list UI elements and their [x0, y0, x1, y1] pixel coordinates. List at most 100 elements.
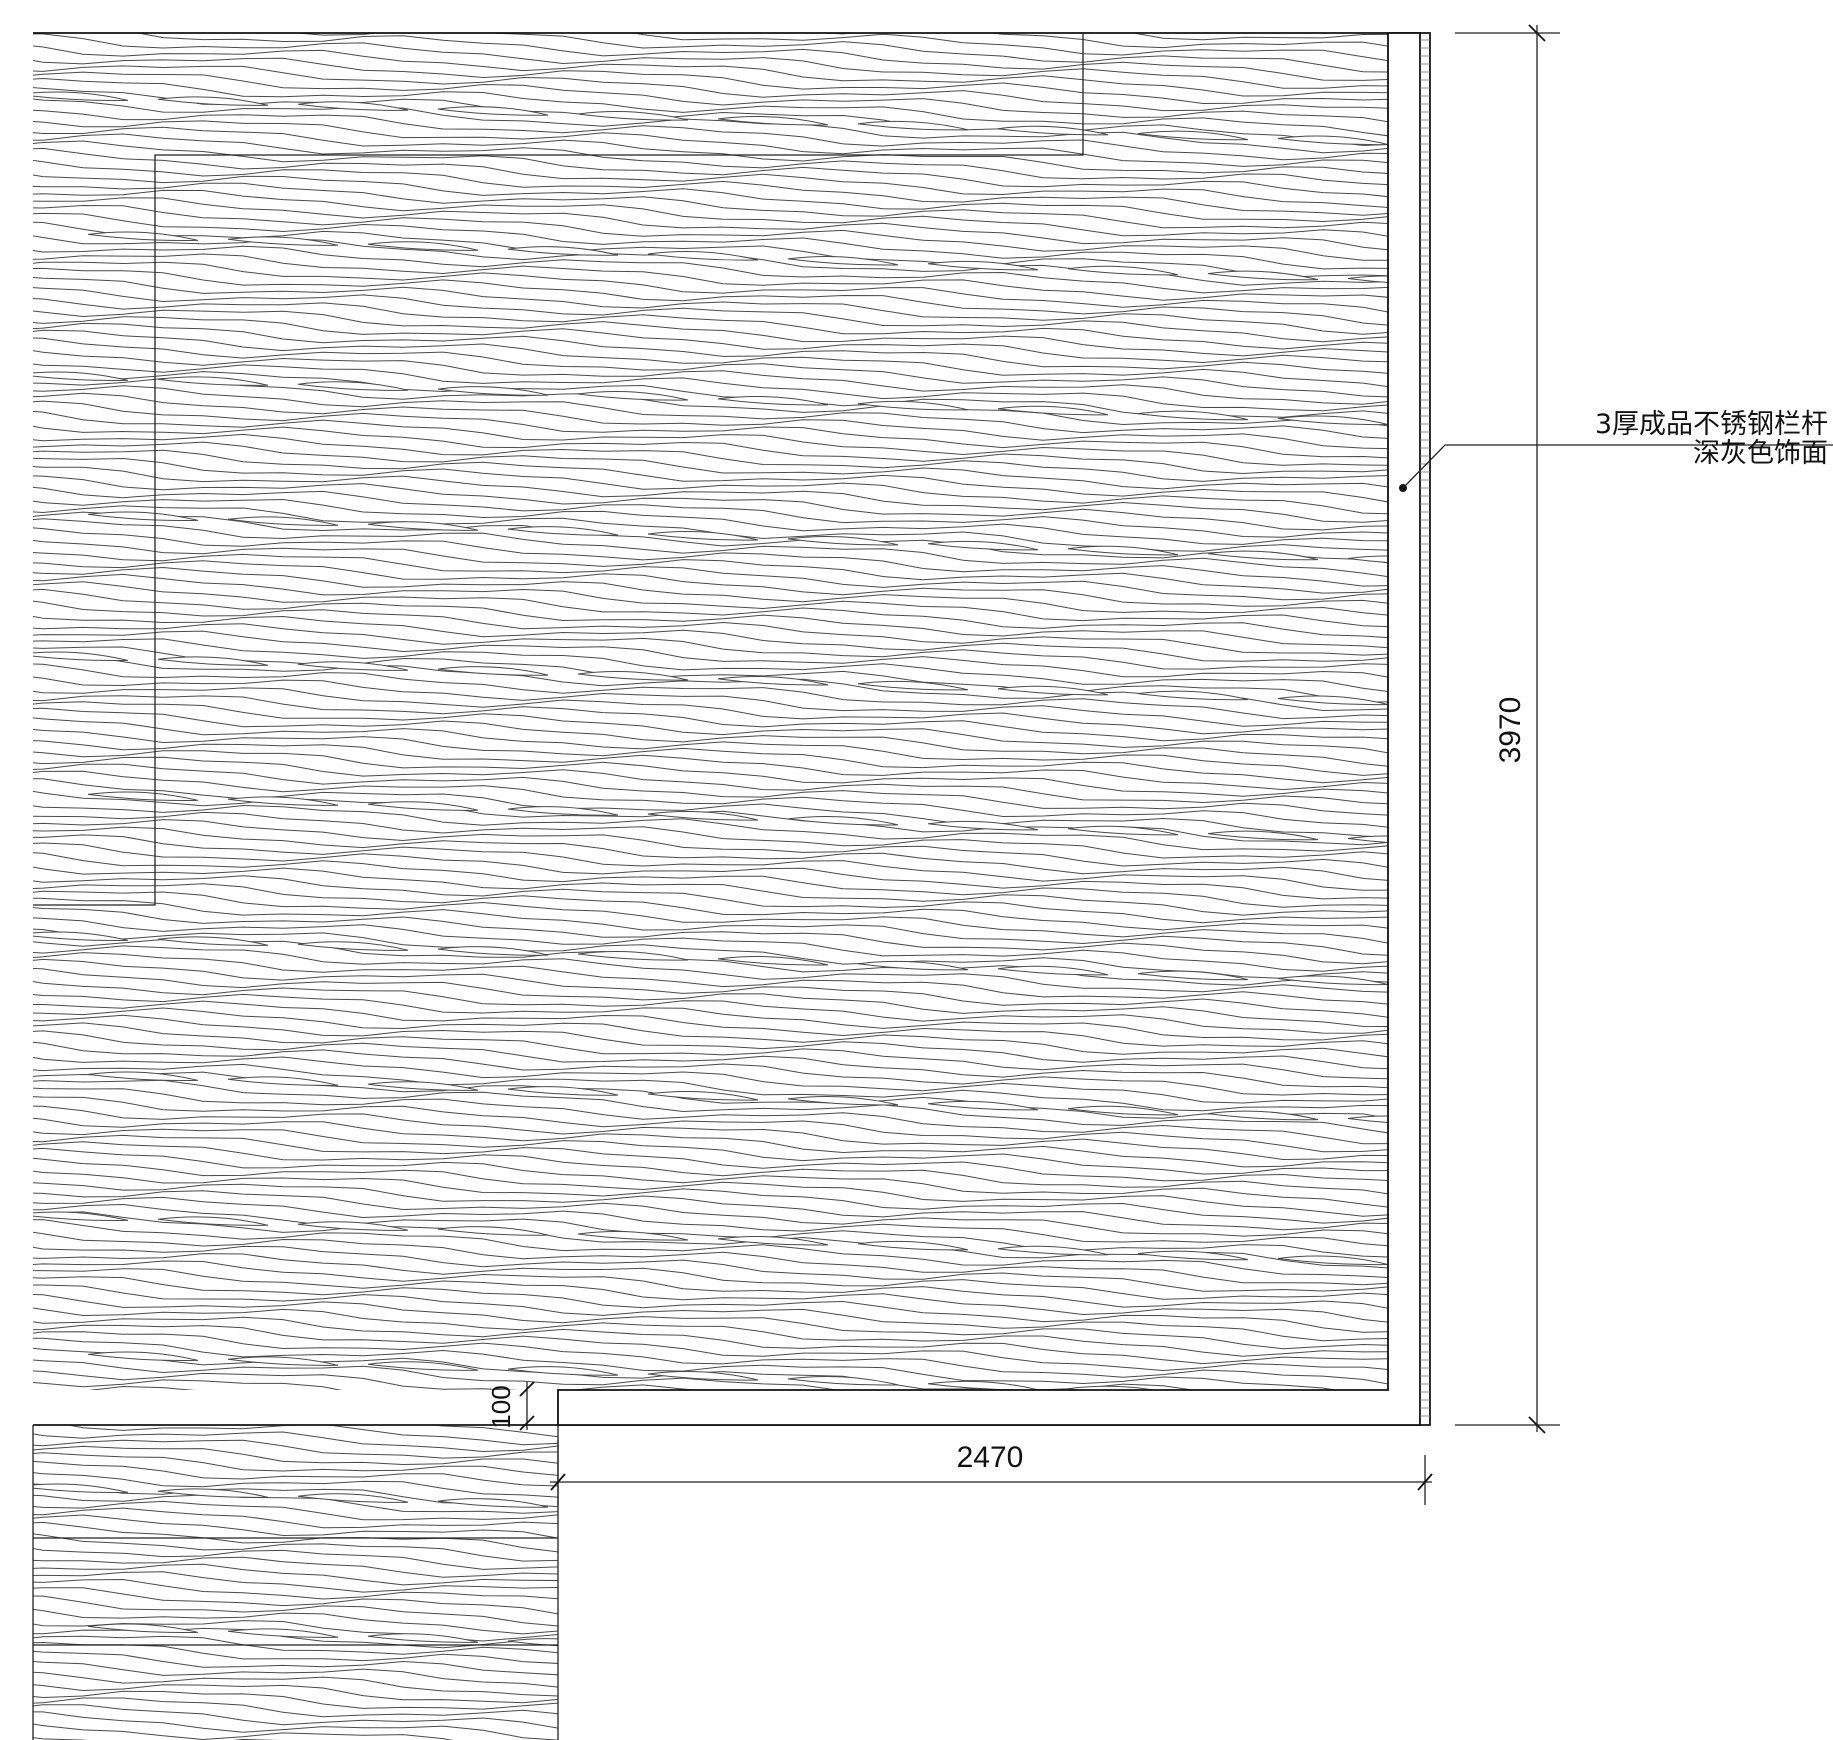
grain-line [33, 65, 1388, 112]
grain-knot [507, 1638, 558, 1647]
dimension-offset: 100 [486, 1381, 535, 1431]
grain-line [33, 1494, 558, 1514]
grain-knot [787, 1095, 899, 1106]
grain-knot [227, 1628, 339, 1638]
grain-knot [1207, 1110, 1319, 1121]
dim-vertical-value: 3970 [1494, 697, 1527, 764]
grain-knot [577, 1231, 689, 1241]
grain-knot [297, 661, 409, 671]
grain-line [33, 852, 1388, 908]
grain-line [33, 1079, 1388, 1134]
grain-line [33, 701, 1388, 754]
grain-line [3, 1383, 563, 1403]
grain-line [33, 917, 1388, 972]
grain-knot [1207, 270, 1319, 281]
grain-knot [997, 405, 1109, 416]
grain-line [33, 717, 1388, 776]
grain-line [33, 350, 1388, 405]
wood-grain-hatch-main [33, 33, 1388, 1390]
grain-line [33, 1697, 558, 1718]
grain-knot [87, 511, 199, 522]
grain-line [429, 1425, 558, 1438]
grain-line [33, 466, 1388, 523]
grain-knot [1067, 265, 1179, 276]
grain-line [33, 425, 1388, 475]
dim-offset-value: 100 [486, 1385, 516, 1428]
dimension-vertical: 3970 [1455, 24, 1560, 1434]
grain-line [33, 1460, 558, 1487]
grain-knot [367, 1081, 479, 1091]
grain-line [33, 1563, 558, 1586]
grain-line [33, 707, 1388, 767]
grain-knot [507, 806, 619, 816]
wood-grain-hatch-lower [3, 1383, 563, 1740]
grain-knot [367, 1361, 479, 1371]
grain-line [33, 826, 1388, 881]
grain-line [33, 770, 1388, 828]
dimension-horizontal: 2470 [550, 1440, 1433, 1505]
grain-line [33, 475, 1388, 531]
grain-line [33, 1737, 280, 1740]
grain-knot [157, 656, 269, 666]
grain-line [33, 1276, 1388, 1333]
grain-knot [787, 255, 899, 266]
grain-line [33, 57, 1388, 105]
grain-line [33, 1359, 840, 1390]
grain-line [33, 1128, 1388, 1175]
grain-knot [297, 1221, 409, 1231]
grain-knot [437, 386, 549, 396]
grain-knot [927, 1100, 1039, 1111]
grain-line [33, 1571, 558, 1593]
grain-line [33, 1723, 453, 1740]
grain-knot [577, 951, 689, 961]
grain-line [33, 573, 1388, 628]
grain-line [33, 1203, 1388, 1258]
grain-knot [787, 1375, 899, 1386]
grain-knot [1137, 690, 1249, 701]
grain-line [33, 687, 1388, 735]
grain-line [33, 392, 1388, 450]
grain-line [33, 875, 1388, 924]
grain-line [33, 1147, 1388, 1208]
grain-line [33, 945, 1388, 993]
grain-line [33, 551, 1388, 601]
grain-knot [1277, 135, 1388, 146]
grain-knot [1347, 555, 1388, 564]
grain-line [3, 1399, 563, 1424]
grain-line [33, 527, 1388, 587]
grain-line [33, 1578, 558, 1600]
grain-knot [1137, 1250, 1249, 1261]
grain-line [33, 77, 1388, 137]
grain-knot [33, 1483, 129, 1494]
grain-knot [1347, 835, 1388, 844]
grain-line [33, 287, 1388, 343]
grain-knot [717, 675, 829, 686]
grain-line [33, 1650, 558, 1676]
grain-knot [297, 101, 409, 111]
grain-line [33, 253, 1388, 301]
grain-line [33, 1337, 1338, 1390]
grain-line [33, 261, 1388, 313]
grain-knot [927, 820, 1039, 831]
grain-knot [1067, 1385, 1158, 1390]
grain-line [33, 1141, 1388, 1195]
grain-knot [87, 231, 199, 242]
grain-knot [227, 236, 339, 246]
grain-line [33, 1452, 558, 1476]
grain-line [33, 952, 1388, 1005]
grain-knot [997, 1245, 1109, 1256]
grain-line [33, 560, 1388, 607]
leader-line [1402, 444, 1833, 489]
grain-line [33, 1379, 343, 1390]
grain-line [33, 1324, 1388, 1372]
grain-knot [717, 955, 829, 966]
grain-knot [437, 946, 549, 956]
grain-knot [577, 671, 689, 681]
dim-offset-tick-top [519, 1381, 535, 1397]
railing-band [557, 32, 1421, 1426]
grain-line [33, 695, 1388, 742]
grain-line [33, 1671, 558, 1697]
dim-horizontal-tick-left [550, 1473, 566, 1491]
grain-knot [227, 1076, 339, 1086]
